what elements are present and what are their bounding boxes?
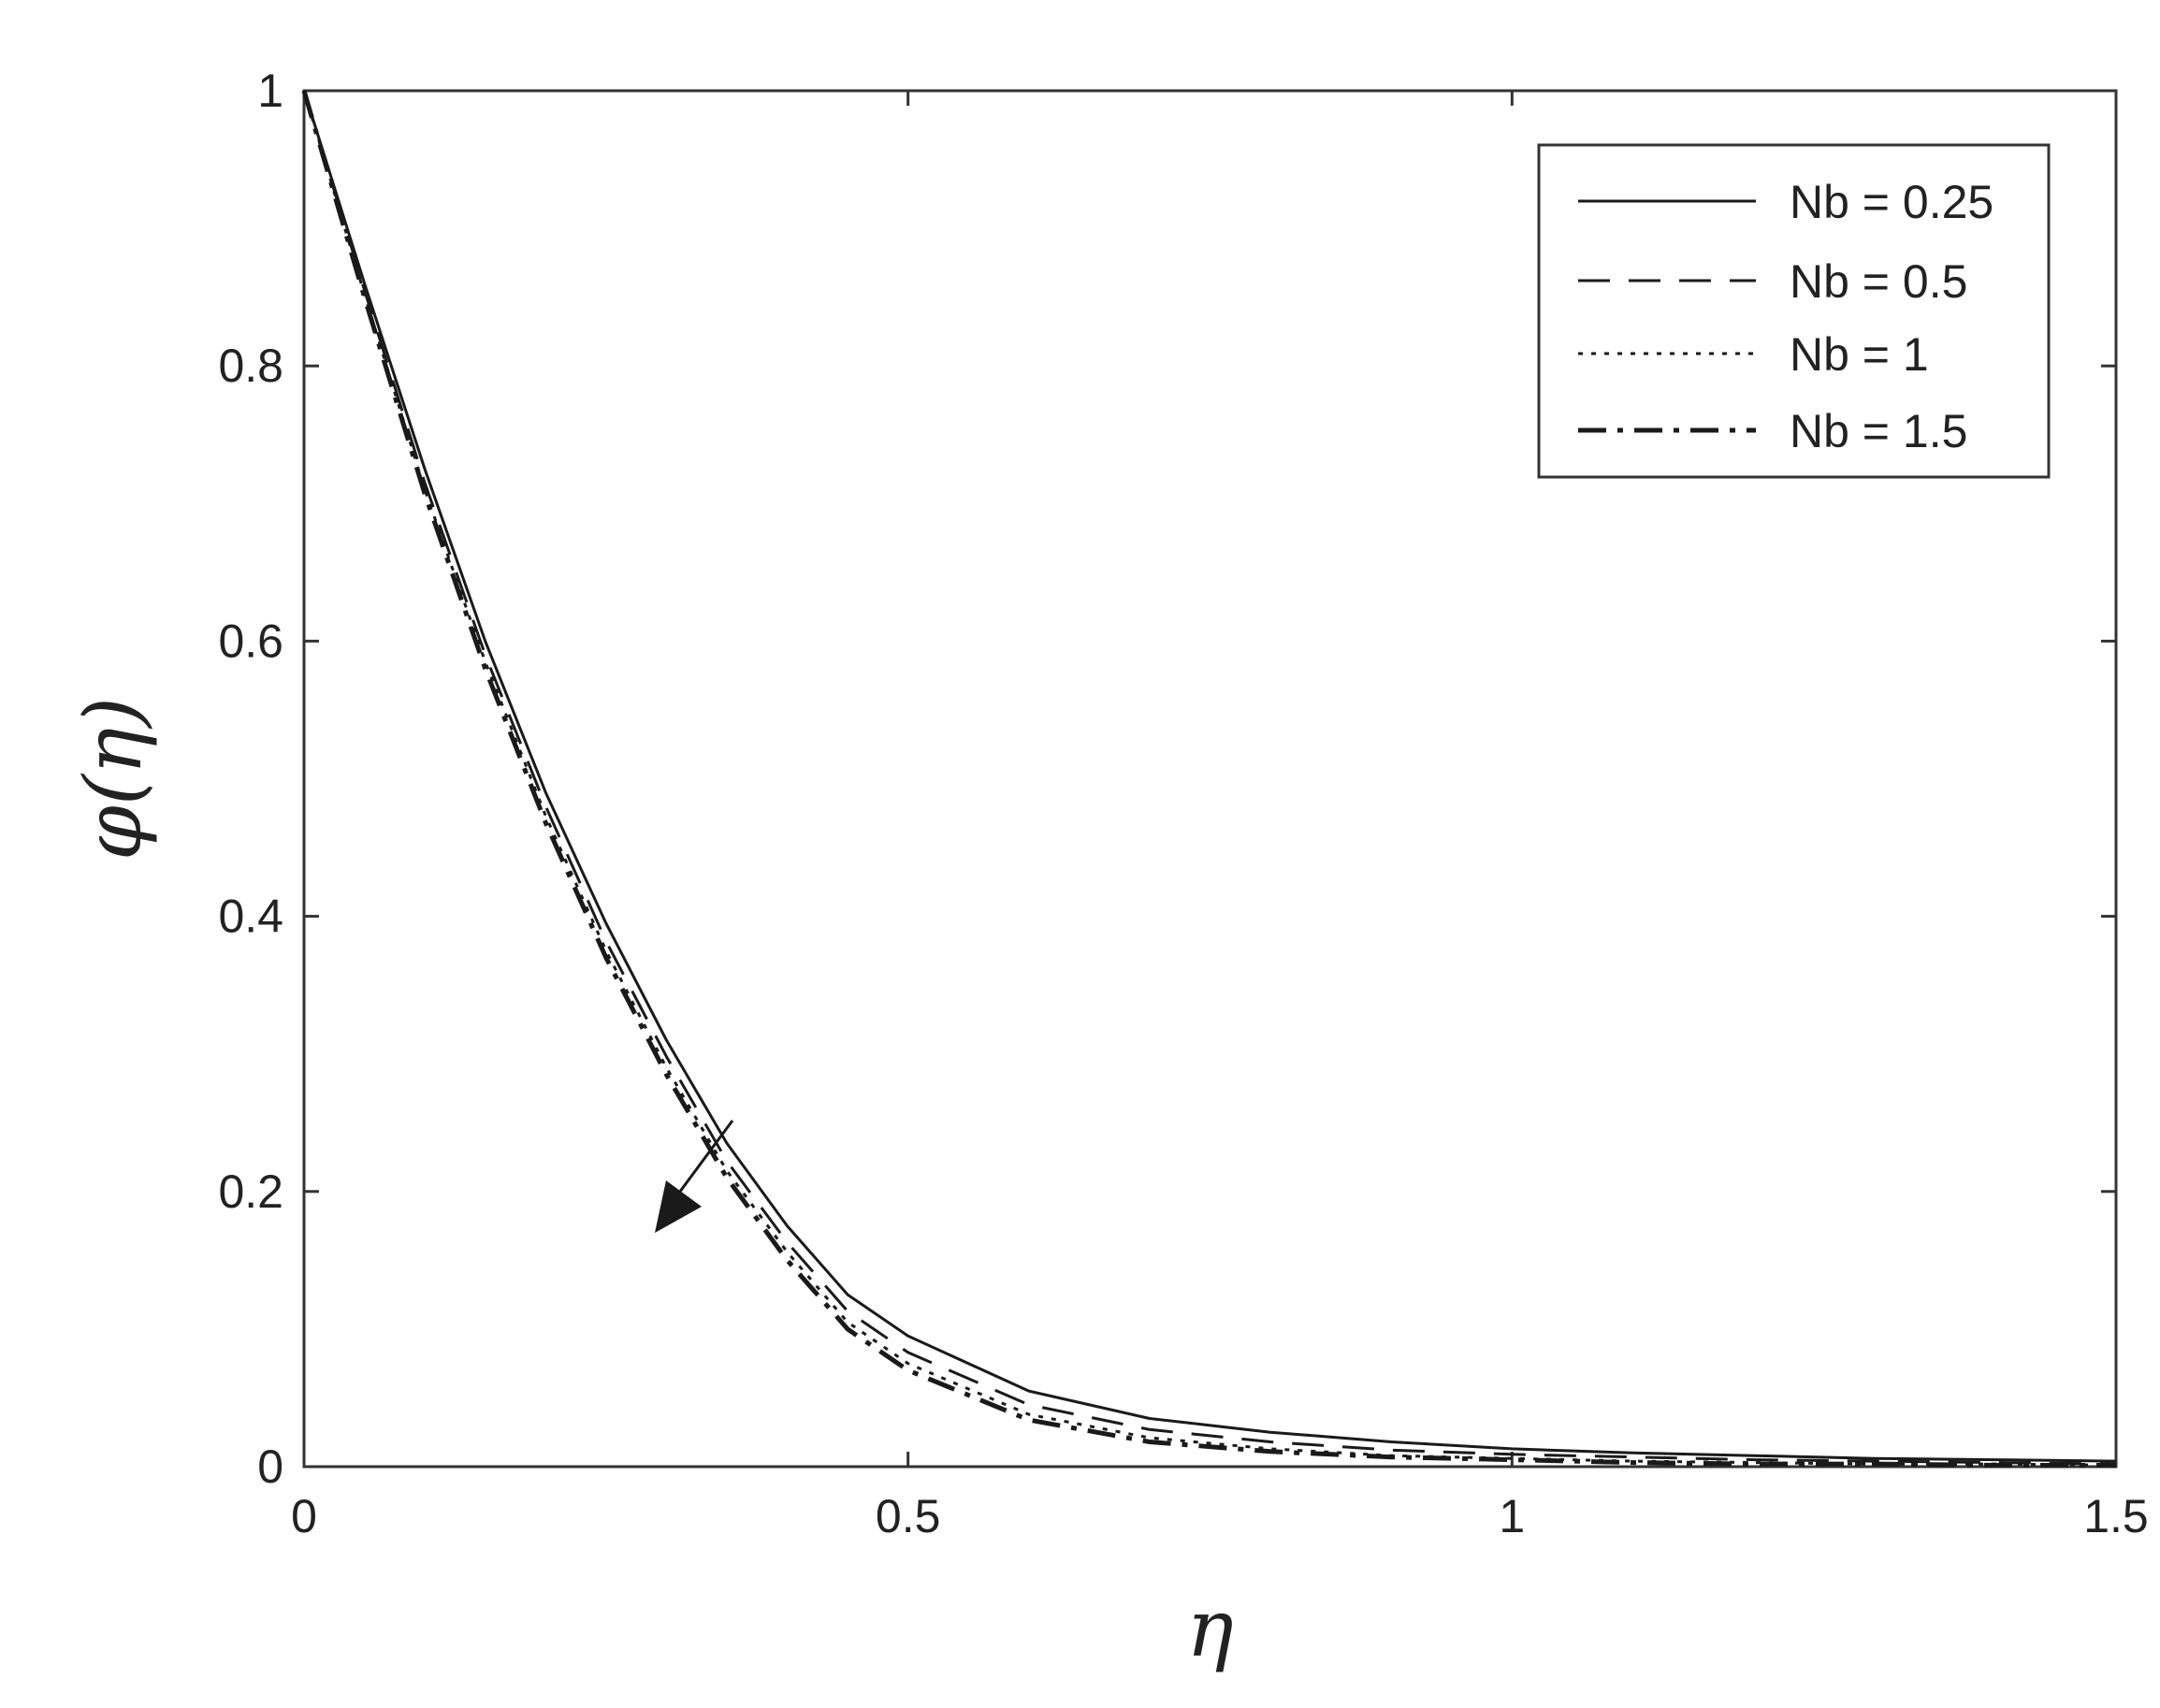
- series-line-4: [301, 90, 2116, 1468]
- y-tick-label: 0: [257, 1440, 283, 1493]
- trend-arrow: [655, 1120, 734, 1233]
- legend-label-2: Nb = 0.5: [1790, 255, 1967, 308]
- tick-labels: 0 0.5 1 1.5 0 0.2 0.4 0.6 0.8 1: [218, 65, 2148, 1542]
- series-line-2: [302, 90, 2117, 1466]
- series-line-3: [302, 90, 2117, 1467]
- x-tick-label: 1: [1499, 1490, 1525, 1542]
- x-tick-label: 0: [291, 1490, 317, 1542]
- legend-label-1: Nb = 0.25: [1790, 176, 1993, 228]
- x-tick-label: 1.5: [2083, 1490, 2149, 1542]
- plot-frame: [302, 89, 2118, 1469]
- series-lines: [301, 90, 2117, 1468]
- arrow-head: [655, 1180, 702, 1233]
- plot-area: [302, 89, 2118, 1469]
- y-tick-label: 0.6: [218, 615, 283, 667]
- x-tick-label: 0.5: [876, 1490, 941, 1542]
- y-tick-label: 0.2: [218, 1165, 283, 1218]
- legend: Nb = 0.25 Nb = 0.5 Nb = 1 Nb = 1.5: [1537, 143, 2051, 479]
- series-line-1: [302, 90, 2117, 1463]
- y-axis-label: φ(η): [67, 697, 159, 861]
- x-axis-label: η: [1186, 1583, 1233, 1674]
- legend-label-4: Nb = 1.5: [1790, 405, 1967, 457]
- legend-label-3: Nb = 1: [1790, 328, 1929, 381]
- y-tick-label: 0.8: [218, 340, 283, 392]
- y-tick-label: 0.4: [218, 890, 283, 943]
- y-tick-label: 1: [257, 65, 283, 117]
